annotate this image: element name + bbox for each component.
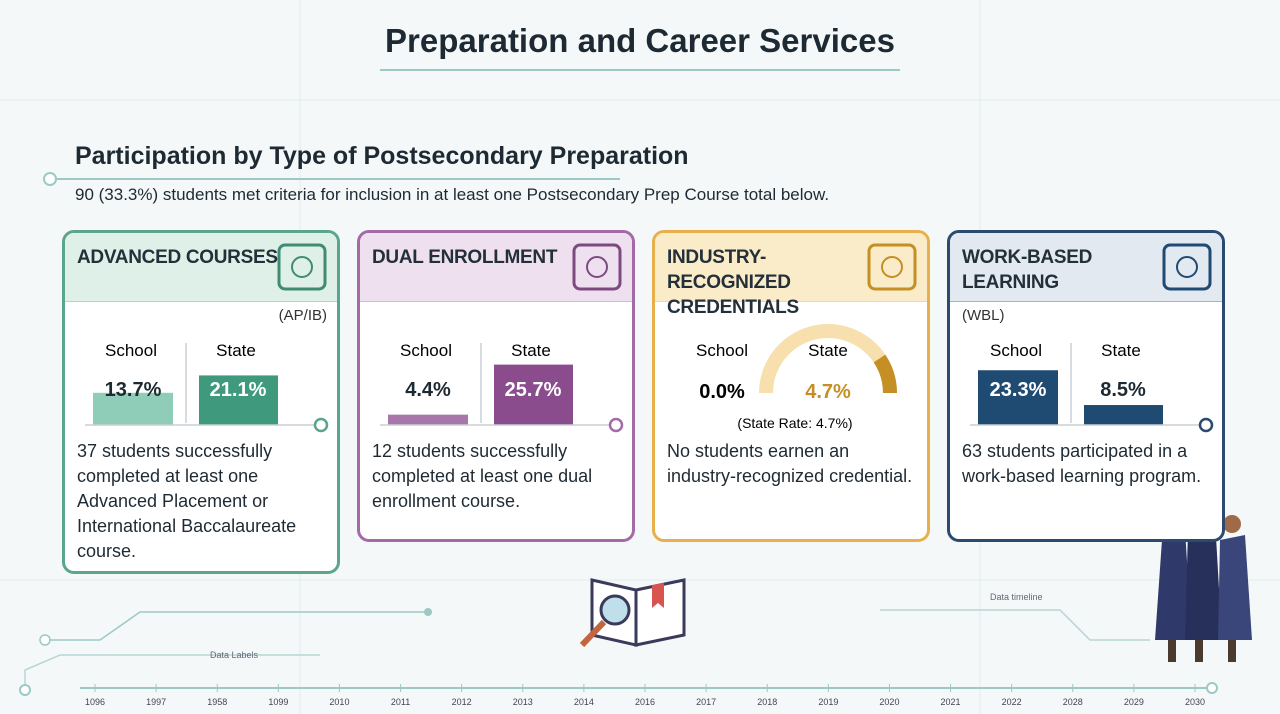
state-bar [1084, 405, 1163, 425]
card: ADVANCED COURSES (AP/IB) School State 13.7% 2… [62, 230, 340, 574]
timeline-year: 1096 [85, 697, 105, 707]
section-summary: 90 (33.3%) students met criteria for inc… [75, 185, 830, 204]
card-description: 37 students successfully completed at le… [77, 441, 297, 561]
state-value: 8.5% [1100, 379, 1146, 401]
card-graphics [970, 243, 1214, 433]
column-label: School [990, 341, 1042, 360]
school-bar [93, 392, 173, 425]
card-icon [572, 243, 622, 291]
school-value: 23.3% [989, 379, 1047, 401]
card-graphics [380, 243, 624, 433]
card-icon-detail [881, 256, 903, 278]
column-label: School [400, 341, 452, 360]
card-subtitle: (AP/IB) [278, 307, 327, 324]
card-description: 63 students participated in a work-based… [962, 441, 1202, 486]
timeline-year: 2022 [1002, 697, 1022, 707]
card: INDUSTRY-RECOGNIZED CREDENTIALS School Sta… [652, 230, 930, 542]
timeline-year: 2020 [879, 697, 899, 707]
column-label: State [1101, 341, 1141, 360]
timeline-year: 1997 [146, 697, 166, 707]
card: WORK-BASED LEARNING (WBL) School State 23.3%… [947, 230, 1225, 542]
section-title: Participation by Type of Postsecondary P… [75, 142, 689, 170]
card-icon [277, 243, 327, 291]
state-value: 4.7% [805, 381, 851, 403]
column-label: State [808, 341, 848, 360]
timeline-label: Data timeline [990, 592, 1043, 602]
card-title: DUAL ENROLLMENT [372, 247, 558, 268]
timeline-year: 1099 [268, 697, 288, 707]
school-value: 13.7% [104, 379, 162, 401]
timeline-year: 2012 [452, 697, 472, 707]
book-icon [579, 578, 686, 648]
card-graphics [759, 243, 917, 394]
card-subtitle: (WBL) [962, 307, 1005, 324]
column-label: School [696, 341, 748, 360]
card-description: 12 students successfully completed at le… [372, 441, 593, 511]
timeline-year: 2021 [941, 697, 961, 707]
timeline-year: 2029 [1124, 697, 1144, 707]
page-title: Preparation and Career Services [385, 22, 895, 59]
state-value: 25.7% [504, 379, 562, 401]
card-graphics [85, 243, 329, 433]
card-icon-detail [1176, 256, 1198, 278]
school-bar [978, 370, 1058, 425]
card-icon-detail [291, 256, 313, 278]
timeline-side-label: Data Labels [210, 650, 259, 660]
baseline-end [1198, 417, 1214, 433]
timeline-year: 2019 [818, 697, 838, 707]
baseline-end [313, 417, 329, 433]
timeline-year: 2016 [635, 697, 655, 707]
timeline-year: 2017 [696, 697, 716, 707]
column-label: State [511, 341, 551, 360]
card-title: ADVANCED COURSES [77, 247, 278, 268]
timeline-year: 2030 [1185, 697, 1205, 707]
card: DUAL ENROLLMENT School State 4.4% 25.7% 12 st… [357, 230, 635, 542]
school-value: 0.0% [699, 381, 745, 403]
card-icon [867, 243, 917, 291]
timeline-year: 1958 [207, 697, 227, 707]
state-rate-note: (State Rate: 4.7%) [737, 415, 853, 431]
timeline-year: 2013 [513, 697, 533, 707]
state-bar [494, 364, 573, 425]
card-title: WORK-BASED LEARNING [962, 247, 1092, 293]
baseline-end [608, 417, 624, 433]
timeline-year: 2010 [329, 697, 349, 707]
timeline-year: 2011 [391, 697, 410, 707]
gauge-value [873, 354, 897, 394]
timeline-year: 2018 [757, 697, 777, 707]
school-bar [388, 414, 468, 425]
card-title: INDUSTRY-RECOGNIZED CREDENTIALS [667, 247, 799, 318]
state-value: 21.1% [209, 379, 267, 401]
card-icon [1162, 243, 1212, 291]
timeline-year: 2014 [574, 697, 594, 707]
column-label: State [216, 341, 256, 360]
school-value: 4.4% [405, 379, 451, 401]
card-icon-detail [586, 256, 608, 278]
state-bar [199, 375, 278, 425]
timeline-year: 2028 [1063, 697, 1083, 707]
column-label: School [105, 341, 157, 360]
card-description: No students earnen an industry-recognize… [667, 441, 913, 486]
